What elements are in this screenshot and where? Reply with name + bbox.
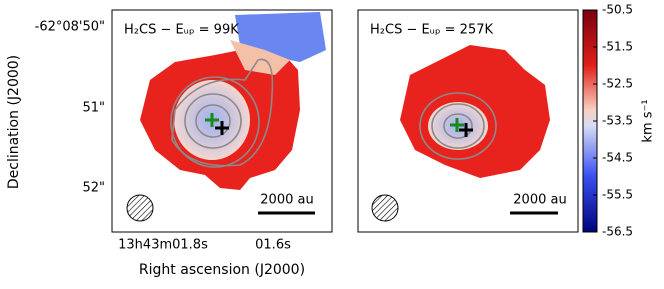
colorbar-ticks: -56.5 -55.5 -54.5 -53.5 -52.5 -51.5 -50.5	[593, 3, 633, 239]
colorbar-tick-label: -51.5	[602, 40, 633, 54]
colorbar-tick-label: -56.5	[602, 225, 633, 239]
marker	[459, 123, 473, 137]
y-tick-label: 52"	[82, 181, 105, 196]
marker	[205, 113, 219, 127]
contour	[184, 93, 242, 149]
contour	[443, 113, 473, 139]
panel-title: H₂CS − Eᵤₚ = 257K	[370, 23, 493, 38]
contour	[195, 104, 231, 138]
contour	[431, 103, 485, 149]
beam	[371, 194, 399, 222]
colorbar-tick-label: -55.5	[602, 188, 633, 202]
colorbar-tick-label: -52.5	[602, 77, 633, 91]
colorbar-label: km s⁻¹	[641, 99, 656, 142]
beam	[126, 194, 154, 222]
map	[230, 40, 290, 75]
colorbar-tick-label: -53.5	[602, 114, 633, 128]
contour	[171, 58, 274, 167]
y-tick-label: 51"	[82, 101, 105, 116]
contour	[419, 92, 497, 160]
x-tick-label: 01.6s	[255, 238, 291, 253]
marker	[450, 118, 464, 132]
colorbar-tick-label: -54.5	[602, 151, 633, 165]
x-axis-label: Right ascension (J2000)	[139, 262, 305, 278]
scalebar-label: 2000 au	[513, 193, 566, 208]
marker	[215, 121, 229, 135]
scalebar-label: 2000 au	[260, 193, 313, 208]
panel-title: H₂CS − Eᵤₚ = 99K	[124, 23, 239, 38]
y-tick-label: -62°08'50"	[35, 20, 105, 35]
colorbar-tick-label: -50.5	[602, 3, 633, 17]
contour	[170, 76, 260, 168]
map	[262, 168, 310, 195]
x-tick-label: 13h43m01.8s	[118, 238, 208, 253]
y-axis-label: Declination (J2000)	[6, 55, 22, 189]
